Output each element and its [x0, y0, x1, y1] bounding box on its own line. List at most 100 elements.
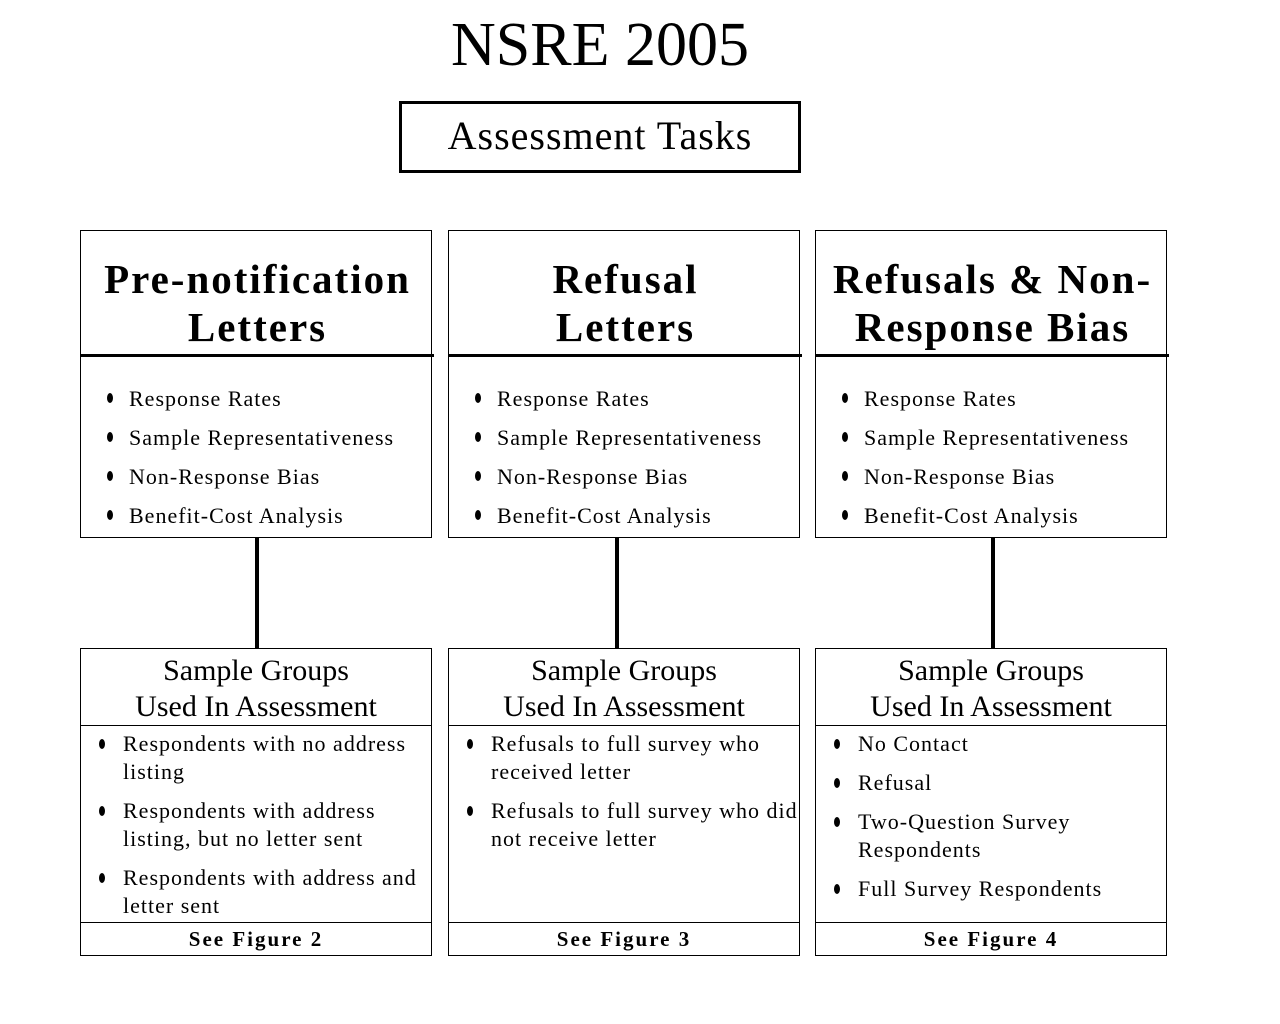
bullet-icon	[475, 510, 481, 520]
task-heading-line: Pre-notification	[104, 256, 411, 302]
sample-groups-box: Sample Groups Used In Assessment Refusals …	[448, 648, 800, 956]
bullet-icon	[834, 778, 840, 788]
task-item-text: Sample Representativeness	[129, 425, 395, 450]
sample-groups-box: Sample Groups Used In Assessment Responden…	[80, 648, 432, 956]
sample-group-item: Respondents with address listing, but no…	[99, 797, 431, 853]
bullet-icon	[475, 432, 481, 442]
task-item-text: Sample Representativeness	[497, 425, 763, 450]
bullet-icon	[99, 739, 105, 749]
sample-group-text: Full Survey Respondents	[858, 876, 1103, 901]
sample-groups-list: Refusals to full survey who received let…	[449, 726, 799, 922]
sample-group-text: No Contact	[858, 731, 969, 756]
sample-groups-heading: Sample Groups Used In Assessment	[449, 649, 799, 726]
task-column: Refusals & Non- Response Bias Response Rat…	[815, 230, 1169, 956]
task-item: Benefit-Cost Analysis	[107, 496, 431, 535]
sample-groups-heading-line: Sample Groups	[163, 654, 349, 687]
task-box: Pre-notification Letters Response Rates Sam…	[80, 230, 434, 538]
task-item-text: Response Rates	[497, 386, 650, 411]
task-box: Refusals & Non- Response Bias Response Rat…	[815, 230, 1169, 538]
task-heading-line: Letters	[187, 304, 328, 350]
task-heading: Refusals & Non- Response Bias	[816, 231, 1169, 357]
sample-groups-heading-line: Used In Assessment	[870, 690, 1112, 723]
sample-groups-list: No Contact Refusal Two-Question Survey Res…	[816, 726, 1166, 922]
sample-group-item: No Contact	[834, 730, 1166, 758]
sample-group-item: Refusals to full survey who received let…	[467, 730, 799, 786]
bullet-icon	[99, 873, 105, 883]
sample-groups-heading-line: Used In Assessment	[503, 690, 745, 723]
figure-reference: See Figure 2	[81, 922, 431, 955]
sample-group-text: Refusals to full survey who received let…	[491, 731, 760, 784]
connector-line	[615, 538, 619, 649]
bullet-icon	[99, 806, 105, 816]
task-item-text: Benefit-Cost Analysis	[497, 503, 712, 528]
figure-reference: See Figure 3	[449, 922, 799, 955]
sample-group-item: Refusals to full survey who did not rece…	[467, 797, 799, 853]
bullet-icon	[107, 432, 113, 442]
task-heading-line: Refusals & Non-	[832, 256, 1153, 302]
bullet-icon	[467, 806, 473, 816]
bullet-icon	[842, 432, 848, 442]
task-item: Response Rates	[107, 379, 431, 418]
task-item-text: Non-Response Bias	[129, 464, 321, 489]
assessment-tasks-box: Assessment Tasks	[399, 101, 801, 173]
sample-groups-heading-line: Sample Groups	[531, 654, 717, 687]
bullet-icon	[475, 393, 481, 403]
task-heading-line: Letters	[555, 304, 696, 350]
diagram-title: NSRE 2005	[451, 11, 749, 79]
sample-group-text: Respondents with address and letter sent	[123, 865, 417, 918]
sample-group-item: Two-Question Survey Respondents	[834, 808, 1166, 864]
sample-group-item: Full Survey Respondents	[834, 875, 1166, 903]
bullet-icon	[842, 393, 848, 403]
task-item-text: Non-Response Bias	[497, 464, 689, 489]
task-list: Response Rates Sample Representativeness N…	[81, 357, 431, 535]
task-item: Non-Response Bias	[107, 457, 431, 496]
task-heading: Pre-notification Letters	[81, 231, 434, 357]
task-list: Response Rates Sample Representativeness N…	[449, 357, 799, 535]
task-item: Sample Representativeness	[107, 418, 431, 457]
task-item-text: Non-Response Bias	[864, 464, 1056, 489]
bullet-icon	[834, 884, 840, 894]
task-item-text: Benefit-Cost Analysis	[864, 503, 1079, 528]
bullet-icon	[107, 393, 113, 403]
assessment-tasks-label: Assessment Tasks	[447, 113, 753, 158]
task-item: Non-Response Bias	[475, 457, 799, 496]
sample-groups-box: Sample Groups Used In Assessment No Contac…	[815, 648, 1167, 956]
task-column: Pre-notification Letters Response Rates Sam…	[80, 230, 434, 956]
bullet-icon	[467, 739, 473, 749]
bullet-icon	[842, 510, 848, 520]
sample-group-text: Respondents with no address listing	[123, 731, 407, 784]
task-item-text: Benefit-Cost Analysis	[129, 503, 344, 528]
sample-group-item: Refusal	[834, 769, 1166, 797]
task-item-text: Sample Representativeness	[864, 425, 1130, 450]
sample-group-item: Respondents with no address listing	[99, 730, 431, 786]
task-column: Refusal Letters Response Rates Sample Repre…	[448, 230, 802, 956]
task-box: Refusal Letters Response Rates Sample Repre…	[448, 230, 802, 538]
bullet-icon	[107, 471, 113, 481]
sample-group-text: Refusal	[858, 770, 933, 795]
task-heading-line: Refusal	[552, 256, 699, 302]
task-item: Non-Response Bias	[842, 457, 1166, 496]
sample-groups-heading-line: Used In Assessment	[135, 690, 377, 723]
sample-group-text: Refusals to full survey who did not rece…	[491, 798, 798, 851]
task-heading-line: Response Bias	[854, 304, 1131, 350]
task-item: Sample Representativeness	[842, 418, 1166, 457]
sample-group-item: Respondents with address and letter sent	[99, 864, 431, 920]
task-item: Sample Representativeness	[475, 418, 799, 457]
task-list: Response Rates Sample Representativeness N…	[816, 357, 1166, 535]
figure-reference: See Figure 4	[816, 922, 1166, 955]
bullet-icon	[842, 471, 848, 481]
task-item: Benefit-Cost Analysis	[475, 496, 799, 535]
bullet-icon	[834, 817, 840, 827]
task-item-text: Response Rates	[129, 386, 282, 411]
bullet-icon	[107, 510, 113, 520]
bullet-icon	[475, 471, 481, 481]
bullet-icon	[834, 739, 840, 749]
task-item-text: Response Rates	[864, 386, 1017, 411]
sample-group-text: Respondents with address listing, but no…	[123, 798, 376, 851]
sample-groups-heading-line: Sample Groups	[898, 654, 1084, 687]
sample-groups-list: Respondents with no address listing Respo…	[81, 726, 431, 922]
task-item: Benefit-Cost Analysis	[842, 496, 1166, 535]
sample-groups-heading: Sample Groups Used In Assessment	[81, 649, 431, 726]
sample-groups-heading: Sample Groups Used In Assessment	[816, 649, 1166, 726]
task-item: Response Rates	[842, 379, 1166, 418]
